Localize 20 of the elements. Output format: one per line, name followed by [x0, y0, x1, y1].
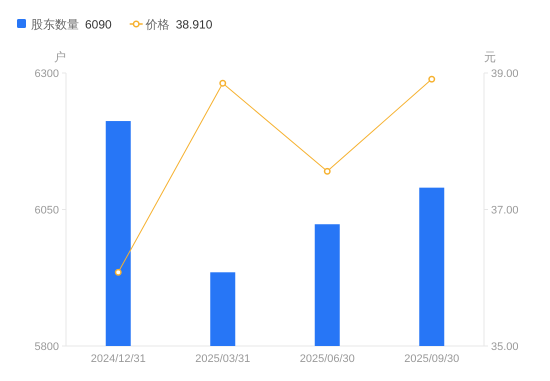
- y2-tick-label: 39.00: [491, 68, 519, 80]
- point: [428, 76, 436, 83]
- y2-tick-label: 37.00: [491, 204, 519, 216]
- legend-label: 价格: [144, 18, 170, 32]
- legend-label: 股东数量: [31, 18, 79, 32]
- y-axis-title: 户: [54, 50, 66, 64]
- point: [324, 168, 331, 175]
- x-tick-label: 2025/03/31: [195, 353, 250, 365]
- point: [114, 268, 122, 276]
- x-tick-label: 2024/12/31: [90, 353, 146, 365]
- x-tick-label: 2025/09/30: [404, 353, 460, 365]
- x-tick-label: 2025/06/30: [300, 353, 355, 365]
- text: 6090: [85, 18, 112, 32]
- y2-axis-title: 元: [484, 50, 496, 64]
- y-tick-label: 6300: [34, 68, 59, 80]
- y2-tick-label: 35.00: [491, 341, 519, 353]
- y-tick-label: 6050: [34, 204, 59, 216]
- y-tick-label: 5800: [34, 341, 59, 353]
- point: [219, 80, 226, 87]
- text: 38.910: [176, 18, 213, 32]
